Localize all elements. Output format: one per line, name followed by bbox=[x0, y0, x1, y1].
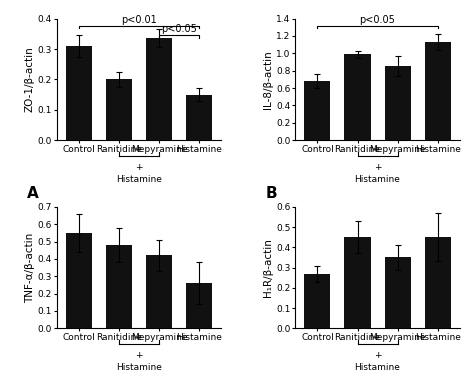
Bar bbox=[106, 245, 132, 328]
Text: p<0.05: p<0.05 bbox=[360, 15, 395, 25]
Text: p<0.01: p<0.01 bbox=[121, 15, 157, 25]
Bar bbox=[146, 256, 172, 328]
Text: B: B bbox=[266, 186, 277, 201]
Bar bbox=[425, 237, 451, 328]
Bar bbox=[186, 94, 212, 140]
Bar bbox=[345, 237, 371, 328]
Text: Histamine: Histamine bbox=[355, 363, 401, 372]
Y-axis label: H₁R/β-actin: H₁R/β-actin bbox=[264, 238, 273, 297]
Bar bbox=[345, 54, 371, 140]
Text: +: + bbox=[374, 163, 381, 172]
Text: Histamine: Histamine bbox=[116, 175, 162, 184]
Bar bbox=[66, 233, 92, 328]
Text: +: + bbox=[136, 351, 143, 360]
Text: A: A bbox=[27, 186, 39, 201]
Text: +: + bbox=[374, 351, 381, 360]
Bar bbox=[304, 274, 330, 328]
Bar bbox=[384, 257, 410, 328]
Bar bbox=[106, 79, 132, 140]
Text: Histamine: Histamine bbox=[116, 363, 162, 372]
Bar bbox=[384, 66, 410, 140]
Text: +: + bbox=[136, 163, 143, 172]
Text: p<0.05: p<0.05 bbox=[161, 24, 197, 34]
Bar bbox=[425, 42, 451, 140]
Y-axis label: ZO-1/β-actin: ZO-1/β-actin bbox=[25, 47, 35, 112]
Bar bbox=[304, 81, 330, 140]
Y-axis label: IL-8/β-actin: IL-8/β-actin bbox=[264, 50, 273, 109]
Bar bbox=[186, 283, 212, 328]
Bar bbox=[146, 38, 172, 140]
Y-axis label: TNF-α/β-actin: TNF-α/β-actin bbox=[25, 232, 35, 303]
Text: Histamine: Histamine bbox=[355, 175, 401, 184]
Bar bbox=[66, 46, 92, 140]
